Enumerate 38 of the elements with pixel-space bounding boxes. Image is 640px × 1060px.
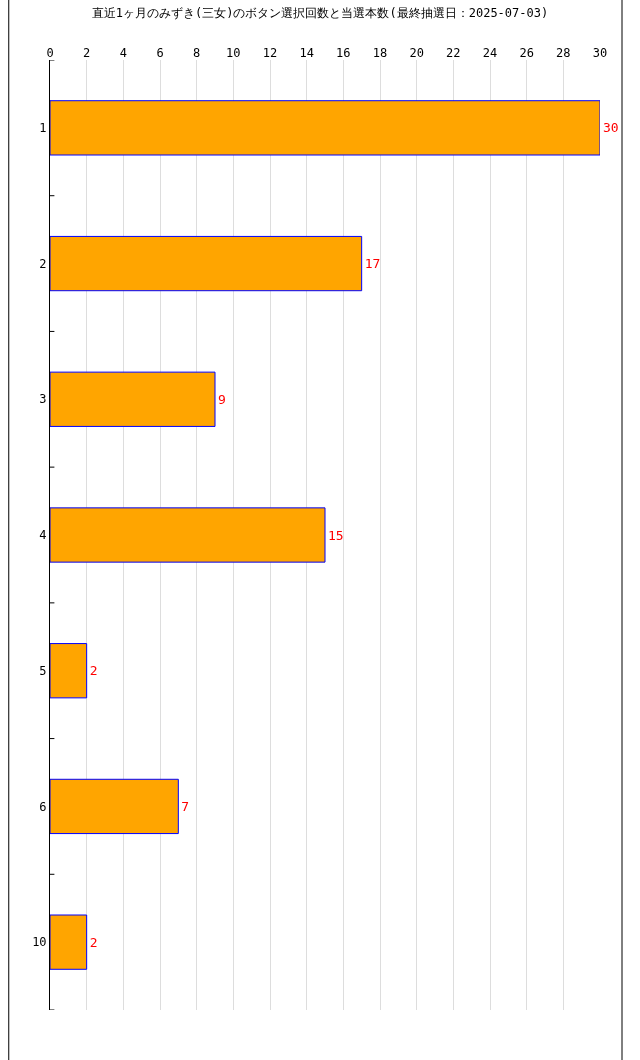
bar <box>50 914 88 970</box>
y-tick-label: 5 <box>39 663 47 678</box>
x-tick-label: 8 <box>193 45 201 60</box>
y-tick-label: 3 <box>39 392 47 407</box>
bar <box>50 778 179 835</box>
bar <box>50 507 326 563</box>
x-tick-label: 28 <box>556 45 571 60</box>
data-label: 15 <box>328 527 344 543</box>
data-label: 2 <box>89 934 98 950</box>
y-tick-label: 2 <box>39 256 47 271</box>
x-tick-label: 6 <box>156 45 164 60</box>
y-tick-label: 6 <box>39 799 47 814</box>
data-label: 2 <box>89 663 98 679</box>
bar <box>50 371 216 427</box>
x-tick-label: 18 <box>372 45 388 60</box>
data-label: 30 <box>603 120 619 136</box>
chart-title: 直近1ヶ月のみずき(三女)のボタン選択回数と当選本数(最終抽選日：2025-07-03) <box>91 5 549 20</box>
x-tick-label: 22 <box>446 45 461 60</box>
bar <box>50 643 88 699</box>
x-tick-label: 0 <box>46 45 54 60</box>
y-tick-label: 10 <box>32 935 47 950</box>
x-tick-label: 10 <box>226 45 241 60</box>
x-tick-label: 14 <box>299 45 314 60</box>
bar <box>50 235 363 292</box>
x-tick-label: 30 <box>592 45 608 60</box>
bar <box>50 100 600 156</box>
x-tick-label: 16 <box>336 45 351 60</box>
data-label: 17 <box>364 256 381 272</box>
data-label: 7 <box>181 798 190 814</box>
x-tick-label: 2 <box>83 45 91 60</box>
y-tick-label: 4 <box>39 528 47 543</box>
x-tick-label: 20 <box>409 45 424 60</box>
x-tick-label: 4 <box>119 45 127 60</box>
y-tick-label: 1 <box>39 121 47 136</box>
x-tick-label: 26 <box>519 45 534 60</box>
x-tick-label: 12 <box>262 45 278 60</box>
data-label: 9 <box>218 391 226 407</box>
x-tick-label: 24 <box>482 45 498 60</box>
